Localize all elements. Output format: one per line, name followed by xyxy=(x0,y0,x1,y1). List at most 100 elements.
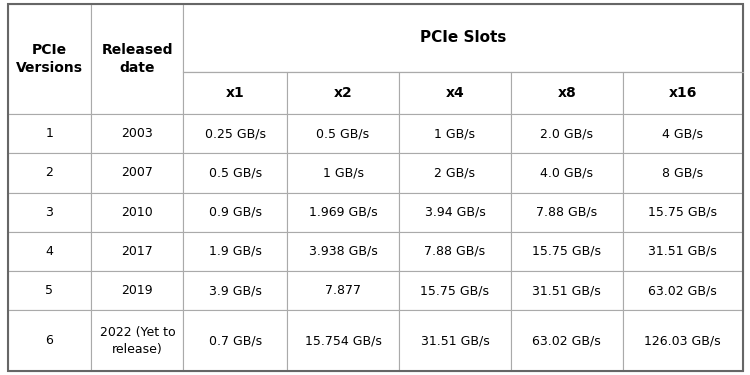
Bar xyxy=(399,114,511,153)
Bar xyxy=(287,153,399,192)
Text: 1.969 GB/s: 1.969 GB/s xyxy=(309,206,377,219)
Bar xyxy=(511,232,622,271)
Bar xyxy=(92,271,183,310)
Text: 7.88 GB/s: 7.88 GB/s xyxy=(424,245,485,258)
Text: 2010: 2010 xyxy=(122,206,153,219)
Text: 15.754 GB/s: 15.754 GB/s xyxy=(304,334,382,347)
Text: 2003: 2003 xyxy=(122,127,153,140)
Text: 15.75 GB/s: 15.75 GB/s xyxy=(648,206,717,219)
Bar xyxy=(183,192,287,232)
Text: PCIe Slots: PCIe Slots xyxy=(420,30,506,45)
Text: 3: 3 xyxy=(46,206,53,219)
Bar xyxy=(287,232,399,271)
Bar xyxy=(183,153,287,192)
Text: 8 GB/s: 8 GB/s xyxy=(662,166,704,179)
Text: 1: 1 xyxy=(46,127,53,140)
Text: 4.0 GB/s: 4.0 GB/s xyxy=(540,166,593,179)
Text: 2022 (Yet to
release): 2022 (Yet to release) xyxy=(100,326,176,356)
Bar xyxy=(511,192,622,232)
Bar xyxy=(287,271,399,310)
Text: 5: 5 xyxy=(46,284,53,297)
Text: x4: x4 xyxy=(446,86,464,100)
Bar xyxy=(183,4,742,72)
Bar xyxy=(511,153,622,192)
Text: 1 GB/s: 1 GB/s xyxy=(434,127,476,140)
Bar xyxy=(511,72,622,114)
Bar xyxy=(399,192,511,232)
Bar xyxy=(8,153,92,192)
Text: 4 GB/s: 4 GB/s xyxy=(662,127,703,140)
Text: 15.75 GB/s: 15.75 GB/s xyxy=(532,245,602,258)
Bar xyxy=(622,192,742,232)
Bar xyxy=(399,232,511,271)
Text: x1: x1 xyxy=(226,86,245,100)
Bar xyxy=(399,153,511,192)
Bar xyxy=(92,310,183,371)
Bar xyxy=(511,310,622,371)
Text: 2017: 2017 xyxy=(122,245,153,258)
Text: Released
date: Released date xyxy=(101,43,173,75)
Bar xyxy=(8,310,92,371)
Text: 2 GB/s: 2 GB/s xyxy=(434,166,476,179)
Text: 2007: 2007 xyxy=(122,166,153,179)
Bar xyxy=(622,271,742,310)
Bar xyxy=(8,4,92,114)
Bar xyxy=(287,192,399,232)
Bar xyxy=(399,271,511,310)
Text: 7.877: 7.877 xyxy=(325,284,361,297)
Bar xyxy=(8,271,92,310)
Bar xyxy=(183,271,287,310)
Bar xyxy=(92,114,183,153)
Text: 7.88 GB/s: 7.88 GB/s xyxy=(536,206,597,219)
Text: 2.0 GB/s: 2.0 GB/s xyxy=(540,127,593,140)
Text: 2: 2 xyxy=(46,166,53,179)
Bar xyxy=(92,4,183,114)
Text: 31.51 GB/s: 31.51 GB/s xyxy=(532,284,601,297)
Bar xyxy=(399,310,511,371)
Bar xyxy=(287,310,399,371)
Bar xyxy=(622,114,742,153)
Text: 0.7 GB/s: 0.7 GB/s xyxy=(209,334,262,347)
Bar xyxy=(92,192,183,232)
Text: 3.94 GB/s: 3.94 GB/s xyxy=(424,206,485,219)
Bar xyxy=(511,114,622,153)
Text: 0.5 GB/s: 0.5 GB/s xyxy=(316,127,370,140)
Text: 63.02 GB/s: 63.02 GB/s xyxy=(532,334,601,347)
Bar xyxy=(622,153,742,192)
Text: 31.51 GB/s: 31.51 GB/s xyxy=(421,334,489,347)
Text: 15.75 GB/s: 15.75 GB/s xyxy=(421,284,490,297)
Text: 6: 6 xyxy=(46,334,53,347)
Text: 1.9 GB/s: 1.9 GB/s xyxy=(209,245,262,258)
Text: 4: 4 xyxy=(46,245,53,258)
Text: PCIe
Versions: PCIe Versions xyxy=(16,43,83,75)
Text: 2019: 2019 xyxy=(122,284,153,297)
Bar xyxy=(511,271,622,310)
Text: x2: x2 xyxy=(334,86,352,100)
Text: 31.51 GB/s: 31.51 GB/s xyxy=(648,245,717,258)
Bar xyxy=(183,114,287,153)
Bar xyxy=(8,192,92,232)
Bar xyxy=(287,72,399,114)
Text: 0.9 GB/s: 0.9 GB/s xyxy=(209,206,262,219)
Bar xyxy=(183,232,287,271)
Text: x16: x16 xyxy=(668,86,697,100)
Text: x8: x8 xyxy=(557,86,576,100)
Bar xyxy=(92,153,183,192)
Text: 126.03 GB/s: 126.03 GB/s xyxy=(644,334,721,347)
Bar xyxy=(399,72,511,114)
Bar xyxy=(8,232,92,271)
Bar xyxy=(287,114,399,153)
Bar xyxy=(622,72,742,114)
Bar xyxy=(622,310,742,371)
Bar xyxy=(622,232,742,271)
Text: 0.5 GB/s: 0.5 GB/s xyxy=(209,166,262,179)
Text: 1 GB/s: 1 GB/s xyxy=(322,166,364,179)
Text: 3.9 GB/s: 3.9 GB/s xyxy=(209,284,262,297)
Bar xyxy=(183,310,287,371)
Text: 0.25 GB/s: 0.25 GB/s xyxy=(205,127,266,140)
Text: 3.938 GB/s: 3.938 GB/s xyxy=(309,245,377,258)
Text: 63.02 GB/s: 63.02 GB/s xyxy=(648,284,717,297)
Bar xyxy=(183,72,287,114)
Bar xyxy=(8,114,92,153)
Bar xyxy=(92,232,183,271)
